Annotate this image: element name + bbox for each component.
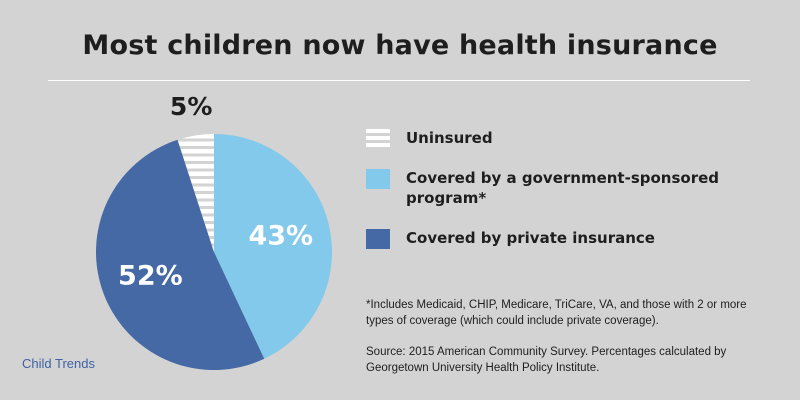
footnote: *Includes Medicaid, CHIP, Medicare, TriC… (366, 299, 747, 327)
legend: Uninsured Covered by a government-sponso… (366, 128, 766, 249)
legend-swatch-uninsured (366, 129, 390, 149)
legend-swatch-government (366, 169, 390, 189)
legend-label: Covered by private insurance (406, 229, 655, 247)
pie-slice-covered-by-private (95, 139, 265, 371)
legend-swatch-private (366, 229, 390, 249)
slice-value-label: 5% (170, 92, 212, 121)
pie-slice-uninsured (177, 134, 214, 252)
legend-label: Uninsured (406, 129, 493, 147)
title-divider (48, 80, 750, 81)
chart-title: Most children now have health insurance (82, 30, 718, 61)
brand-logo-text: Child Trends (22, 356, 95, 371)
legend-item-private: Covered by private insurance (366, 228, 766, 249)
legend-item-uninsured: Uninsured (366, 128, 766, 149)
legend-label: Covered by a government-sponsored progra… (406, 169, 720, 207)
legend-item-government: Covered by a government-sponsored progra… (366, 168, 766, 208)
pie-slice-covered-by-a (214, 134, 332, 359)
slice-value-label: 52% (118, 261, 183, 292)
source-note: Source: 2015 American Community Survey. … (366, 346, 727, 374)
slice-value-label: 43% (248, 221, 313, 252)
